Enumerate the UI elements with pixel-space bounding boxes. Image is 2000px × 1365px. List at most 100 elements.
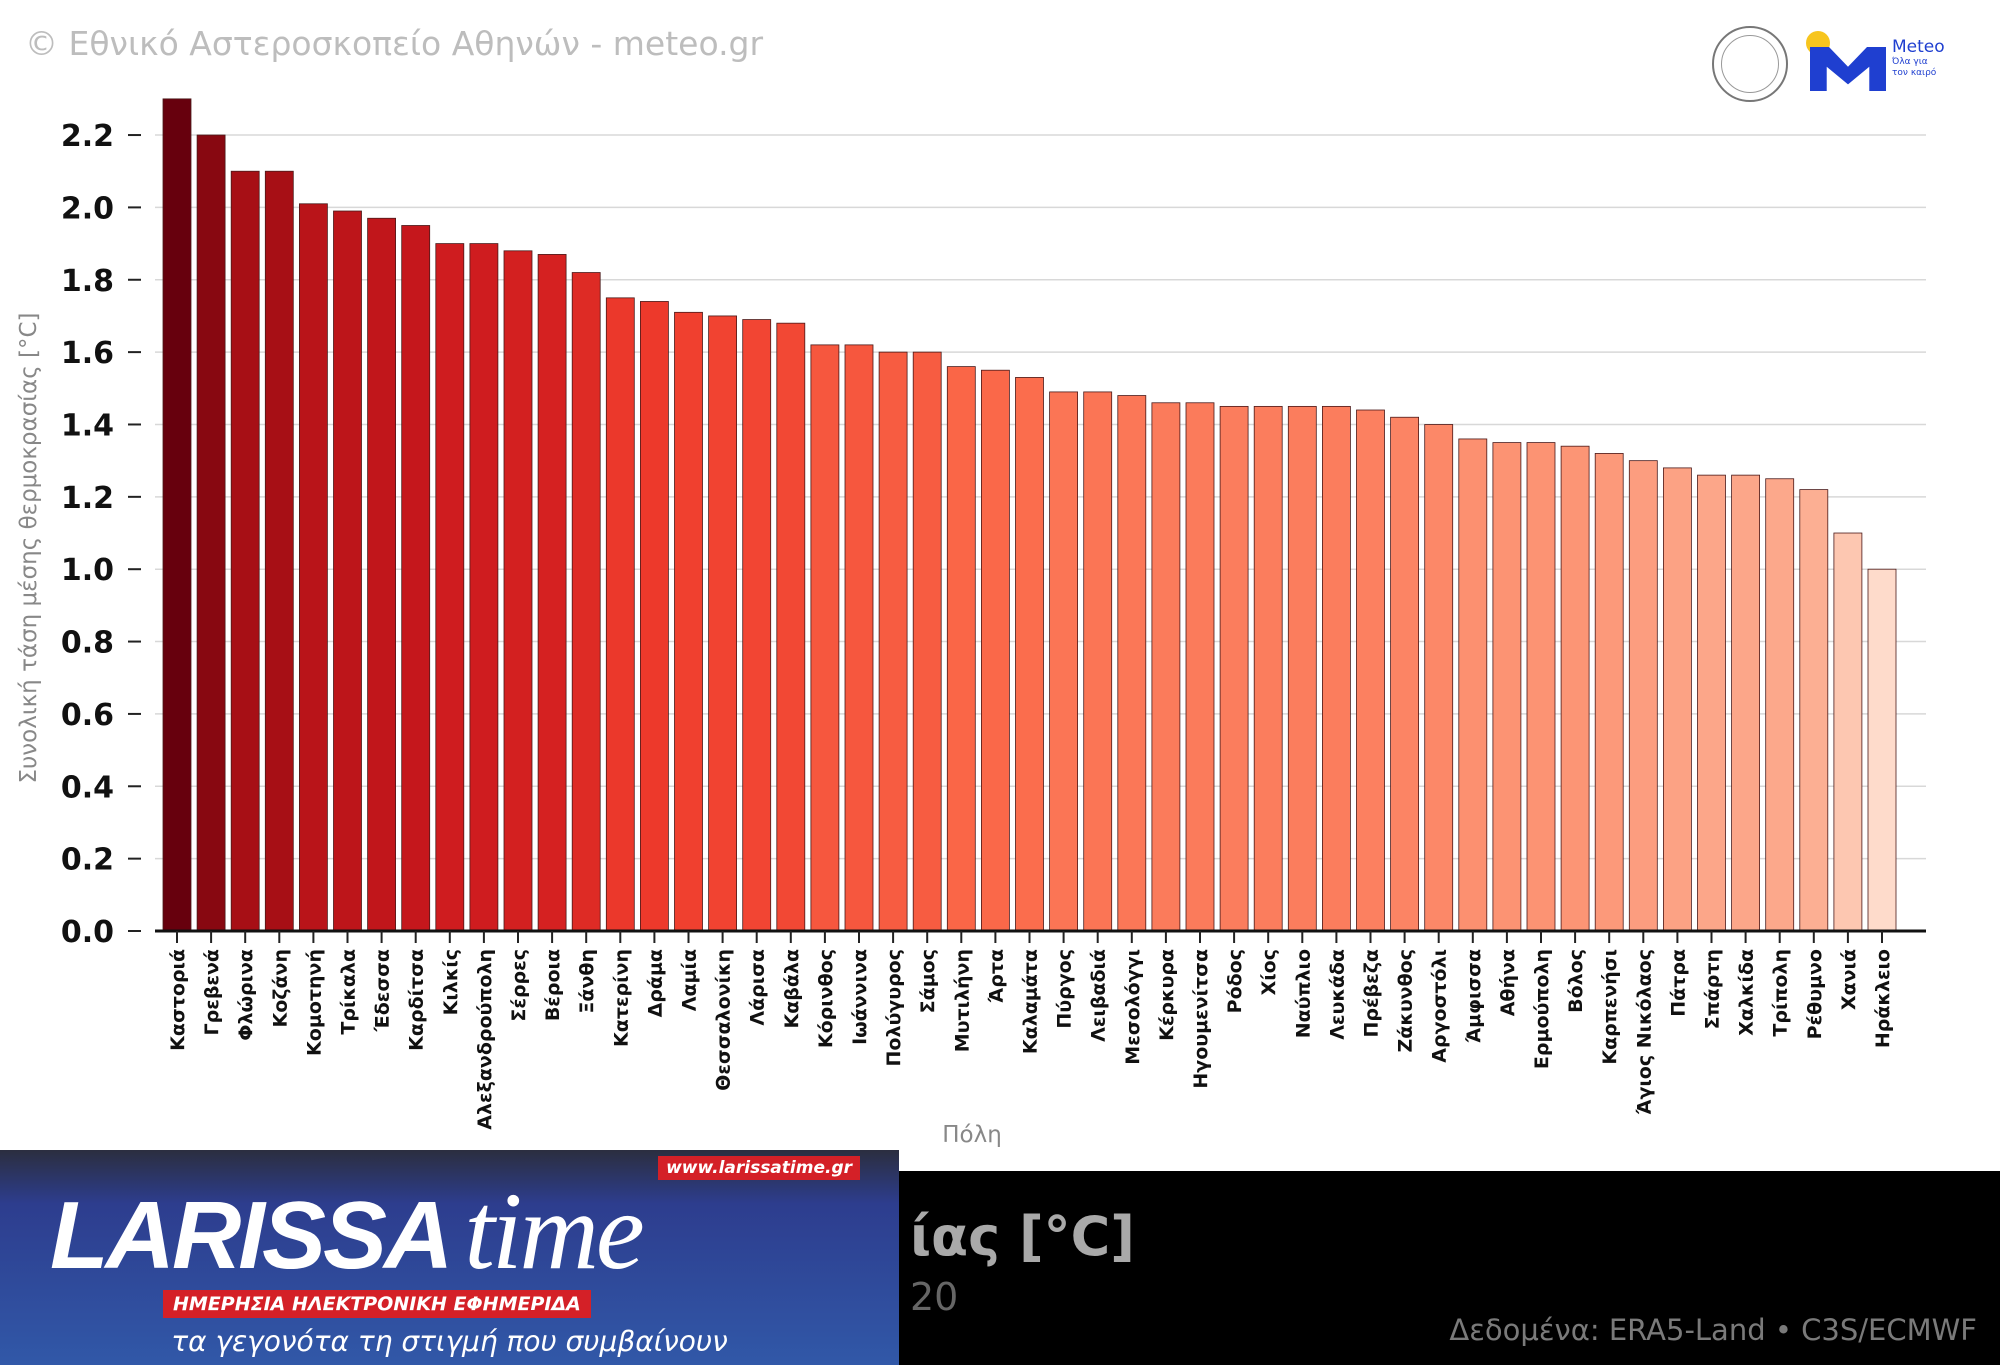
bar bbox=[1390, 416, 1419, 932]
bar bbox=[1628, 460, 1658, 932]
x-tick-label: Ρόδος bbox=[1224, 949, 1246, 1013]
banner-logo-main: LARISSA bbox=[50, 1182, 453, 1289]
y-tick-label: 0.6 bbox=[61, 698, 114, 733]
x-axis: Καστοριά Γρεβενά Φλώρινα Κοζάνη Κομοτηνή Τρίκ… bbox=[155, 929, 1926, 1130]
bar bbox=[162, 98, 192, 932]
x-tick-label: Κέρκυρα bbox=[1156, 949, 1178, 1041]
x-tick-label: Λάρισα bbox=[747, 949, 769, 1026]
bar bbox=[776, 322, 806, 932]
x-tick-label: Χίος bbox=[1258, 949, 1280, 995]
bar bbox=[605, 297, 635, 932]
bar bbox=[912, 351, 942, 932]
bar bbox=[1765, 478, 1795, 932]
bar bbox=[196, 134, 226, 932]
y-tick-label: 1.2 bbox=[61, 481, 114, 516]
bar bbox=[469, 243, 499, 932]
x-tick-label: Κιλκίς bbox=[440, 949, 462, 1015]
x-tick-label: Ιωάννινα bbox=[849, 949, 871, 1045]
x-tick-label: Ξάνθη bbox=[576, 949, 598, 1014]
bar bbox=[1424, 424, 1454, 932]
bar bbox=[333, 210, 362, 932]
x-tick-label: Πολύγυρος bbox=[883, 949, 905, 1067]
bar bbox=[1799, 489, 1829, 932]
x-tick-label: Άρτα bbox=[985, 949, 1007, 1003]
y-tick-label: 1.8 bbox=[61, 264, 114, 299]
x-tick-label: Βέροια bbox=[542, 949, 564, 1021]
bar bbox=[1287, 405, 1317, 932]
x-tick-label: Ηγουμενίτσα bbox=[1190, 949, 1212, 1089]
bar bbox=[1594, 453, 1624, 932]
y-tick-label: 2.2 bbox=[61, 119, 114, 154]
x-tick-label: Δράμα bbox=[644, 949, 666, 1017]
footer-title: ίας [°C] bbox=[910, 1205, 1135, 1268]
banner-logo-time: time bbox=[464, 1170, 644, 1292]
x-tick-label: Κόρινθος bbox=[815, 949, 837, 1048]
bar bbox=[1560, 445, 1590, 932]
x-tick-label: Πρέβεζα bbox=[1361, 949, 1383, 1038]
data-source: Δεδομένα: ERA5-Land • C3S/ECMWF bbox=[1449, 1313, 1977, 1347]
y-tick-label: 0.4 bbox=[61, 770, 114, 805]
x-tick-label: Μυτιλήνη bbox=[951, 949, 973, 1052]
bar bbox=[1663, 467, 1692, 932]
bar bbox=[1526, 442, 1556, 932]
meteo-logo: Meteo Όλα για τον καιρό bbox=[1806, 31, 1945, 91]
bar bbox=[1322, 405, 1351, 932]
bar bbox=[435, 243, 465, 932]
bar bbox=[742, 319, 772, 932]
bar bbox=[674, 311, 703, 932]
x-tick-label: Καρπενήσι bbox=[1599, 949, 1621, 1065]
x-tick-label: Καλαμάτα bbox=[1020, 949, 1042, 1054]
x-tick-label: Ηράκλειο bbox=[1872, 949, 1894, 1048]
x-tick-label: Άμφισσα bbox=[1463, 949, 1485, 1043]
y-tick-label: 0.2 bbox=[61, 843, 114, 878]
x-tick-label: Θεσσαλονίκη bbox=[713, 949, 735, 1091]
x-tick-label: Λευκάδα bbox=[1326, 949, 1348, 1040]
bar bbox=[503, 250, 533, 932]
bar bbox=[1253, 405, 1283, 932]
x-tick-label: Πύργος bbox=[1054, 949, 1076, 1029]
y-tick-label: 1.0 bbox=[61, 553, 114, 588]
bar bbox=[537, 254, 567, 932]
y-tick-label: 0.0 bbox=[61, 915, 114, 950]
bar bbox=[1015, 377, 1044, 932]
copyright-text: © Εθνικό Αστεροσκοπείο Αθηνών - meteo.gr bbox=[25, 24, 764, 63]
bar bbox=[708, 315, 737, 932]
banner-strap: ΗΜΕΡΗΣΙΑ ΗΛΕΚΤΡΟΝΙΚΗ ΕΦΗΜΕΡΙΔΑ bbox=[163, 1290, 591, 1318]
x-tick-label: Ναύπλιο bbox=[1292, 949, 1314, 1038]
bar bbox=[1185, 402, 1215, 932]
x-tick-label: Μεσολόγγι bbox=[1122, 949, 1144, 1065]
logos: Meteo Όλα για τον καιρό bbox=[1712, 26, 1945, 102]
bar bbox=[571, 272, 601, 932]
footer-subtitle: 20 bbox=[910, 1275, 959, 1319]
bar bbox=[1731, 474, 1760, 932]
x-tick-label: Σάμος bbox=[917, 949, 939, 1013]
larissatime-ad-banner[interactable]: www.larissatime.gr LARISSA time ΗΜΕΡΗΣΙΑ… bbox=[0, 1150, 899, 1365]
x-tick-label: Τρίπολη bbox=[1770, 949, 1792, 1037]
banner-url[interactable]: www.larissatime.gr bbox=[658, 1156, 860, 1180]
y-tick-label: 0.8 bbox=[61, 626, 114, 661]
bar bbox=[1697, 474, 1726, 932]
x-tick-label: Ρέθυμνο bbox=[1804, 949, 1826, 1039]
x-tick-label: Βόλος bbox=[1565, 949, 1587, 1013]
x-tick-label: Λειβαδιά bbox=[1088, 949, 1110, 1042]
bar bbox=[1492, 442, 1522, 932]
y-tick-label: 1.6 bbox=[61, 336, 114, 371]
y-axis-label: Συνολική τάση μέσης θερμοκρασίας [°C] bbox=[16, 312, 42, 783]
bar bbox=[810, 344, 840, 932]
x-tick-label: Καρδίτσα bbox=[406, 949, 428, 1051]
x-tick-label: Κατερίνη bbox=[610, 949, 632, 1047]
x-tick-label: Πάτρα bbox=[1667, 949, 1689, 1017]
x-tick-label: Ερμούπολη bbox=[1531, 949, 1553, 1069]
bar bbox=[401, 225, 431, 932]
bar bbox=[844, 344, 874, 932]
bar bbox=[1151, 402, 1181, 932]
bar bbox=[878, 351, 908, 932]
y-axis: 0.0 0.2 0.4 0.6 0.8 1.0 1.2 1.4 1.6 1.8 2.0 2.2 bbox=[61, 119, 141, 950]
bar bbox=[367, 217, 397, 932]
bar bbox=[946, 366, 976, 932]
x-tick-label: Καβάλα bbox=[781, 949, 803, 1029]
x-tick-label: Τρίκαλα bbox=[338, 949, 360, 1035]
bars bbox=[162, 98, 1897, 932]
y-tick-label: 1.4 bbox=[61, 408, 114, 443]
